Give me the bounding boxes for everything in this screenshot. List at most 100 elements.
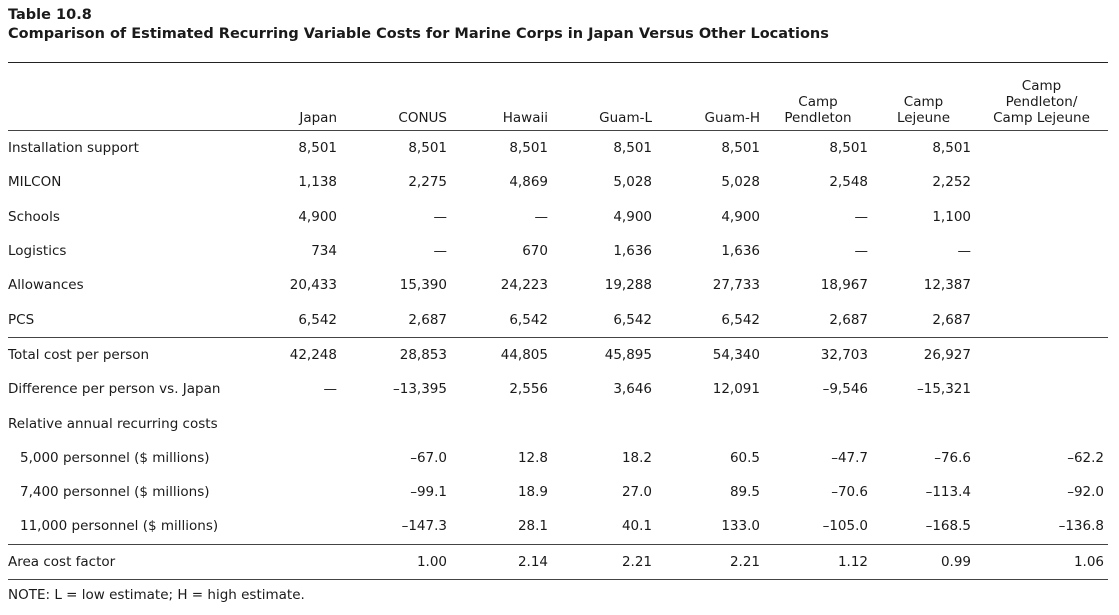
- table-cell: [248, 475, 341, 509]
- table-cell: 89.5: [729, 484, 760, 501]
- table-cell: 60.5: [729, 449, 760, 466]
- table-cell: –47.7: [831, 449, 868, 466]
- table-row: Installation support 8,501 8,501 8,501 8,501…: [8, 131, 1108, 166]
- table-cell: 28,853: [341, 336, 451, 373]
- column-header-3: Guam-L: [552, 70, 656, 131]
- table-cell: 2,252: [932, 174, 971, 191]
- table-cell: —: [854, 243, 869, 260]
- top-rule: [8, 62, 1108, 63]
- header-blank: [8, 70, 248, 131]
- table-cell: –92.0: [1067, 484, 1104, 501]
- table-cell: [248, 543, 341, 580]
- table-row: PCS 6,542 2,687 6,542 6,542 6,542 2,687 2,687: [8, 302, 1108, 337]
- row-label: Relative annual recurring costs: [8, 415, 218, 432]
- table-row: Area cost factor 1.00 2.14 2.21 2.21 1.12 0.99…: [8, 543, 1108, 580]
- table-cell: –9,546: [822, 381, 868, 398]
- table-cell: 2,687: [829, 311, 868, 328]
- column-header-1: CONUS: [341, 70, 451, 131]
- table-cell: 18,967: [820, 277, 868, 294]
- table-cell: [975, 131, 1108, 166]
- column-header-4: Guam-H: [656, 70, 764, 131]
- table-cell: 19,288: [604, 277, 652, 294]
- table-row: 7,400 personnel ($ millions) –99.1 18.9 27.…: [8, 475, 1108, 509]
- table-cell: [975, 200, 1108, 234]
- row-label: 5,000 personnel ($ millions): [20, 449, 210, 466]
- table-cell: 12,091: [712, 381, 760, 398]
- table-cell: –13,395: [393, 381, 447, 398]
- table-cell: 45,895: [552, 336, 656, 373]
- column-header-line: Japan: [299, 110, 337, 126]
- table-cell: 5,028: [721, 174, 760, 191]
- table-header: Japan CONUS Hawaii Guam-L Guam-H Camp Pendleto…: [8, 70, 1108, 131]
- column-header-line: Pendleton/: [1005, 94, 1078, 110]
- table-cell: 0.99: [872, 543, 975, 580]
- table-cell: –15,321: [917, 381, 971, 398]
- table-cell: [975, 372, 1108, 406]
- table-cell: 24,223: [500, 277, 548, 294]
- table-cell: 1,100: [932, 208, 971, 225]
- table-cell: –105.0: [822, 518, 868, 535]
- table-cell: 8,501: [298, 140, 337, 157]
- column-header-line: Guam-L: [599, 110, 652, 126]
- table-cell: 4,869: [509, 174, 548, 191]
- table-cell: –67.0: [410, 449, 447, 466]
- table-cell: –76.6: [934, 449, 971, 466]
- table-row: Total cost per person 42,248 28,853 44,805 4…: [8, 336, 1108, 373]
- table-cell: 1,636: [721, 243, 760, 260]
- table-cell: –62.2: [1067, 449, 1104, 466]
- table-cell: 12,387: [923, 277, 971, 294]
- row-label: Area cost factor: [8, 543, 248, 580]
- row-label: Logistics: [8, 243, 67, 260]
- table-cell: 1.06: [975, 543, 1108, 580]
- column-header-2: Hawaii: [451, 70, 552, 131]
- table-cell: [248, 509, 341, 544]
- column-header-6: Camp Lejeune: [872, 70, 975, 131]
- table-cell: 5,028: [613, 174, 652, 191]
- table-cell: 2.21: [552, 543, 656, 580]
- table-cell: —: [433, 208, 448, 225]
- row-label: 11,000 personnel ($ millions): [20, 518, 219, 535]
- table-cell: 2,687: [932, 311, 971, 328]
- table-cell: [764, 406, 872, 440]
- table-cell: 27,733: [712, 277, 760, 294]
- column-header-0: Japan: [248, 70, 341, 131]
- table-cell: 4,900: [721, 208, 760, 225]
- table-cell: [975, 406, 1108, 440]
- table-cell: 1,138: [298, 174, 337, 191]
- column-header-line: CONUS: [398, 110, 447, 126]
- column-header-line: Camp Lejeune: [993, 110, 1090, 126]
- table-row: Schools 4,900 — — 4,900 4,900 — 1,100: [8, 200, 1108, 234]
- table-cell: 2.14: [451, 543, 552, 580]
- table-cell: 32,703: [764, 336, 872, 373]
- table-cell: 1,636: [613, 243, 652, 260]
- row-label: Installation support: [8, 140, 139, 157]
- table-cell: 8,501: [932, 140, 971, 157]
- table-cell: 12.8: [517, 449, 548, 466]
- table-cell: [656, 406, 764, 440]
- table-cell: 734: [311, 243, 337, 260]
- table-cell: —: [323, 381, 338, 398]
- table-cell: 6,542: [721, 311, 760, 328]
- table-cell: [975, 165, 1108, 199]
- column-header-line: Pendleton: [784, 110, 852, 126]
- column-header-5: Camp Pendleton: [764, 70, 872, 131]
- table-cell: 1.00: [341, 543, 451, 580]
- table-row: Difference per person vs. Japan — –13,395 2…: [8, 372, 1108, 406]
- table-cell: 6,542: [613, 311, 652, 328]
- row-label: Schools: [8, 208, 60, 225]
- table-cell: 2.21: [656, 543, 764, 580]
- table-cell: 18.2: [621, 449, 652, 466]
- table-cell: 40.1: [621, 518, 652, 535]
- table-cell: 2,556: [509, 381, 548, 398]
- table-cell: 28.1: [517, 518, 548, 535]
- table-title: Comparison of Estimated Recurring Variab…: [8, 26, 829, 42]
- table-cell: 8,501: [408, 140, 447, 157]
- table-cell: 8,501: [613, 140, 652, 157]
- table-cell: [248, 441, 341, 475]
- column-header-line: Camp: [798, 94, 838, 110]
- table-cell: 3,646: [613, 381, 652, 398]
- table-cell: —: [534, 208, 549, 225]
- table-body: Installation support 8,501 8,501 8,501 8,501…: [8, 131, 1108, 580]
- row-label: 7,400 personnel ($ millions): [20, 484, 210, 501]
- table-cell: 133.0: [721, 518, 760, 535]
